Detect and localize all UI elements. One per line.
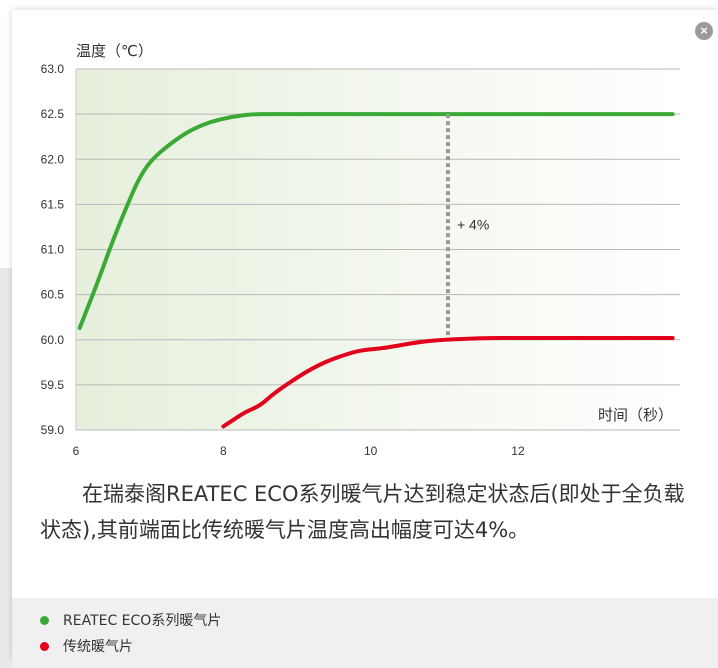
legend: REATEC ECO系列暖气片 传统暖气片 [12, 598, 718, 668]
y-tick-label: 61.5 [41, 197, 65, 211]
difference-label: + 4% [457, 217, 489, 233]
legend-label: 传统暖气片 [63, 639, 133, 655]
caption-text: 在瑞泰阁REATEC ECO系列暖气片达到稳定状态后(即处于全负载状态),其前端… [40, 482, 685, 542]
y-axis-label: 温度（℃） [76, 42, 153, 60]
x-tick-label: 10 [364, 444, 378, 458]
x-axis-label: 时间（秒） [598, 406, 673, 424]
y-tick-label: 63.0 [41, 62, 65, 76]
x-tick-label: 8 [220, 444, 227, 458]
caption: 在瑞泰阁REATEC ECO系列暖气片达到稳定状态后(即处于全负载状态),其前端… [40, 476, 700, 548]
legend-label: REATEC ECO系列暖气片 [63, 613, 222, 629]
close-icon[interactable]: × [695, 22, 713, 40]
y-tick-label: 62.5 [41, 107, 65, 121]
series-line-traditional [221, 335, 675, 429]
y-tick-label: 59.0 [41, 423, 65, 437]
series-line-reatec [77, 112, 675, 331]
legend-item-traditional: 传统暖气片 [40, 636, 133, 656]
y-tick-label: 60.5 [41, 288, 65, 302]
y-tick-label: 60.0 [41, 333, 65, 347]
legend-item-reatec: REATEC ECO系列暖气片 [40, 610, 221, 630]
x-tick-label: 12 [511, 444, 525, 458]
y-tick-label: 62.0 [41, 152, 65, 166]
legend-dot-green [40, 615, 49, 625]
x-tick-label: 6 [73, 444, 80, 458]
legend-dot-red [40, 641, 49, 651]
y-tick-label: 61.0 [41, 243, 65, 257]
y-tick-label: 59.5 [41, 378, 65, 392]
